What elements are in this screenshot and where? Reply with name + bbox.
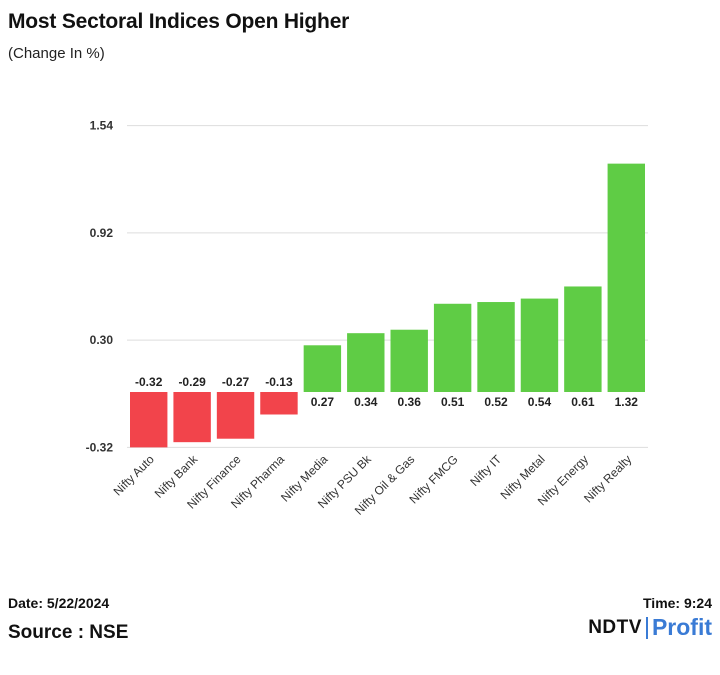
y-tick-label: 0.30	[90, 333, 114, 347]
bar-value-label: -0.13	[265, 375, 293, 389]
bar-value-label: 0.27	[311, 395, 335, 409]
x-category-label: Nifty Auto	[111, 452, 157, 498]
y-tick-label: 1.54	[90, 119, 114, 133]
time-label: Time: 9:24	[643, 595, 712, 611]
bar	[216, 392, 255, 439]
y-tick-label: -0.32	[86, 440, 114, 454]
chart-title: Most Sectoral Indices Open Higher	[8, 10, 350, 33]
bar-value-label: 0.52	[484, 395, 508, 409]
bar-value-label: 0.54	[528, 395, 552, 409]
x-category-label: Nifty IT	[467, 452, 504, 489]
bar-value-label: 0.51	[441, 395, 465, 409]
logo-profit-text: Profit	[651, 614, 712, 640]
logo-divider	[645, 616, 648, 639]
bar-value-label: 1.32	[615, 395, 639, 409]
bar	[520, 298, 559, 392]
x-category-label: Nifty Realty	[581, 452, 634, 505]
bar-value-label: 0.36	[398, 395, 422, 409]
bar-value-label: -0.27	[222, 375, 250, 389]
logo-ndtv-text: NDTV	[588, 616, 642, 638]
bar	[303, 345, 342, 392]
bar-value-label: -0.32	[135, 375, 163, 389]
bar-value-label: 0.61	[571, 395, 595, 409]
bar-value-label: 0.34	[354, 395, 378, 409]
chart-subtitle: (Change In %)	[8, 45, 105, 62]
bar	[130, 392, 168, 448]
source-label: Source : NSE	[8, 622, 129, 643]
bar	[390, 329, 428, 392]
bar	[607, 163, 645, 392]
bar	[260, 392, 298, 415]
date-label: Date: 5/22/2024	[8, 595, 110, 611]
bar-value-label: -0.29	[178, 375, 206, 389]
bar	[477, 302, 515, 392]
bar	[347, 333, 385, 392]
ndtv-profit-logo: NDTV Profit	[588, 614, 712, 641]
y-tick-label: 0.92	[90, 226, 114, 240]
bar	[564, 286, 602, 392]
bar	[173, 392, 211, 443]
bar	[433, 303, 472, 392]
